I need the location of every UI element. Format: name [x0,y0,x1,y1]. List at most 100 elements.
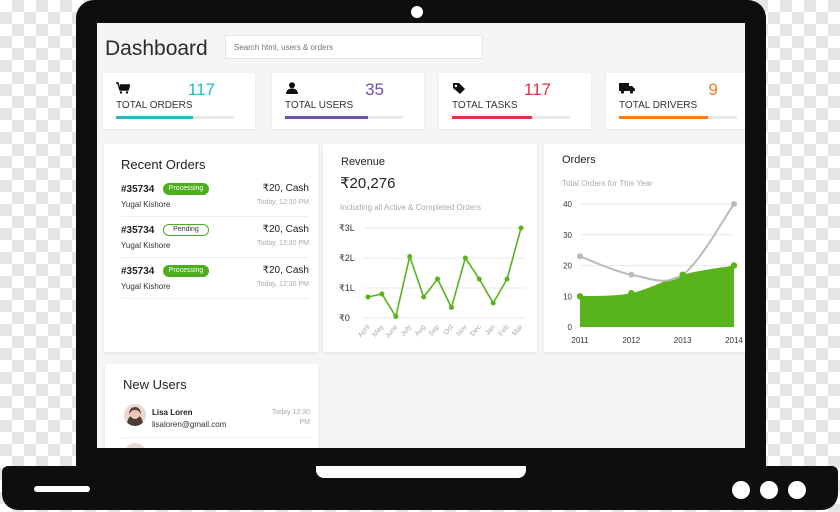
x-tick-label: July [400,323,414,337]
user-time: Today 12:30 PM [271,409,310,426]
data-point [628,271,635,278]
area-fill [580,265,734,327]
tag-icon [453,83,465,94]
progress-bar [452,116,570,119]
status-badge: Pending [163,224,209,236]
user-name: Lisa Loren [152,408,193,417]
search-input[interactable] [225,35,483,59]
y-tick-label: 20 [563,262,572,271]
indicator-light [788,481,806,499]
y-tick-label: ₹0 [339,313,350,323]
order-id: #35734 [121,266,155,277]
data-point [379,291,385,297]
stat-label: TOTAL DRIVERS [619,100,698,111]
orders-card: Orders Total Orders for This Year 0 10 20 3… [544,144,745,352]
order-id: #35734 [121,225,155,236]
y-tick-label: 10 [563,292,572,301]
data-point [628,289,635,297]
data-point [577,253,583,260]
card-title: Recent Orders [121,157,206,172]
revenue-card: Revenue ₹20,276 Including all Active & C… [323,144,537,352]
stat-card-drivers[interactable]: 9 TOTAL DRIVERS [606,73,745,129]
data-point [393,314,399,319]
x-tick-label: Sep [428,324,441,338]
y-tick-label: 0 [568,323,573,332]
x-tick-label: Dec [469,323,483,337]
customer-name: Yugal Kishore [121,241,171,250]
data-point [365,294,371,300]
progress-bar [116,116,234,119]
stat-label: TOTAL USERS [285,100,354,111]
order-row[interactable]: #35734 Processing Yugal Kishore ₹20, Cas… [121,176,309,217]
stat-value: 35 [365,80,384,99]
stat-value: 117 [523,80,551,99]
indicator-light [760,481,778,499]
divider [122,437,312,438]
x-tick-label: Feb [498,324,511,338]
order-time: Today, 12:30 PM [257,281,310,288]
status-badge: Processing [163,265,209,277]
data-point [435,276,441,282]
x-tick-label: Nov [456,323,470,337]
new-users-card: New Users Lisa Loren lisaloren@gmail.com… [105,364,318,448]
progress-fill [452,116,533,119]
card-title: Revenue [341,156,386,168]
screen: Dashboard 117 TOTAL ORDERS 35 TOTAL USER… [97,23,745,448]
progress-fill [285,116,368,119]
x-tick-label: Mar [511,323,525,337]
x-tick-label: April [357,323,372,339]
y-tick-label: 40 [563,200,572,209]
revenue-subtitle: Including all Active & Completed Orders [340,203,481,212]
x-tick-label: Oct [443,324,455,337]
x-tick-label: 2013 [674,336,692,345]
avatar [124,404,146,426]
data-point [518,225,524,231]
stat-card-orders[interactable]: 117 TOTAL ORDERS [103,73,255,129]
page-title: Dashboard [105,37,208,60]
status-badge: Processing [163,183,209,195]
laptop-slot [34,486,90,492]
x-tick-label: 2011 [571,336,589,345]
progress-bar [619,116,737,119]
orders-chart: 0 10 20 30 40 2011 2012 2013 2014 [563,200,743,345]
y-tick-label: ₹2L [339,253,355,263]
x-tick-label: Aug [414,324,427,338]
user-email: lisaloren@gmail.com [152,420,227,429]
stat-card-tasks[interactable]: 117 TOTAL TASKS [439,73,591,129]
stat-label: TOTAL TASKS [452,100,518,111]
order-row[interactable]: #35734 Pending Yugal Kishore ₹20, Cash T… [121,217,309,258]
data-point [730,262,738,269]
data-point [504,276,510,282]
data-point [462,255,468,261]
data-point [576,293,584,300]
order-time: Today, 12:30 PM [257,240,310,247]
truck-icon [619,83,635,94]
order-id: #35734 [121,184,155,195]
progress-bar [285,116,403,119]
user-icon [286,82,298,94]
data-point [731,201,737,207]
laptop-notch [316,466,526,478]
x-tick-label: June [384,324,399,340]
y-tick-label: ₹1L [339,283,355,293]
data-point [407,254,413,259]
stat-card-users[interactable]: 35 TOTAL USERS [272,73,424,129]
camera-dot [411,6,423,18]
customer-name: Yugal Kishore [121,282,171,291]
order-amount: ₹20, Cash [262,265,309,276]
order-row[interactable]: #35734 Processing Yugal Kishore ₹20, Cas… [121,258,309,299]
revenue-total: ₹20,276 [340,175,396,192]
progress-fill [619,116,708,119]
progress-fill [116,116,193,119]
series-line [367,227,522,319]
customer-name: Yugal Kishore [121,200,171,209]
x-tick-label: 2014 [725,336,743,345]
stat-value: 117 [187,80,215,99]
stat-label: TOTAL ORDERS [116,100,193,111]
order-amount: ₹20, Cash [262,183,309,194]
orders-subtitle: Total Orders for This Year [562,179,653,188]
order-time: Today, 12:30 PM [257,199,310,206]
avatar [124,443,146,448]
card-title: Orders [562,154,596,166]
